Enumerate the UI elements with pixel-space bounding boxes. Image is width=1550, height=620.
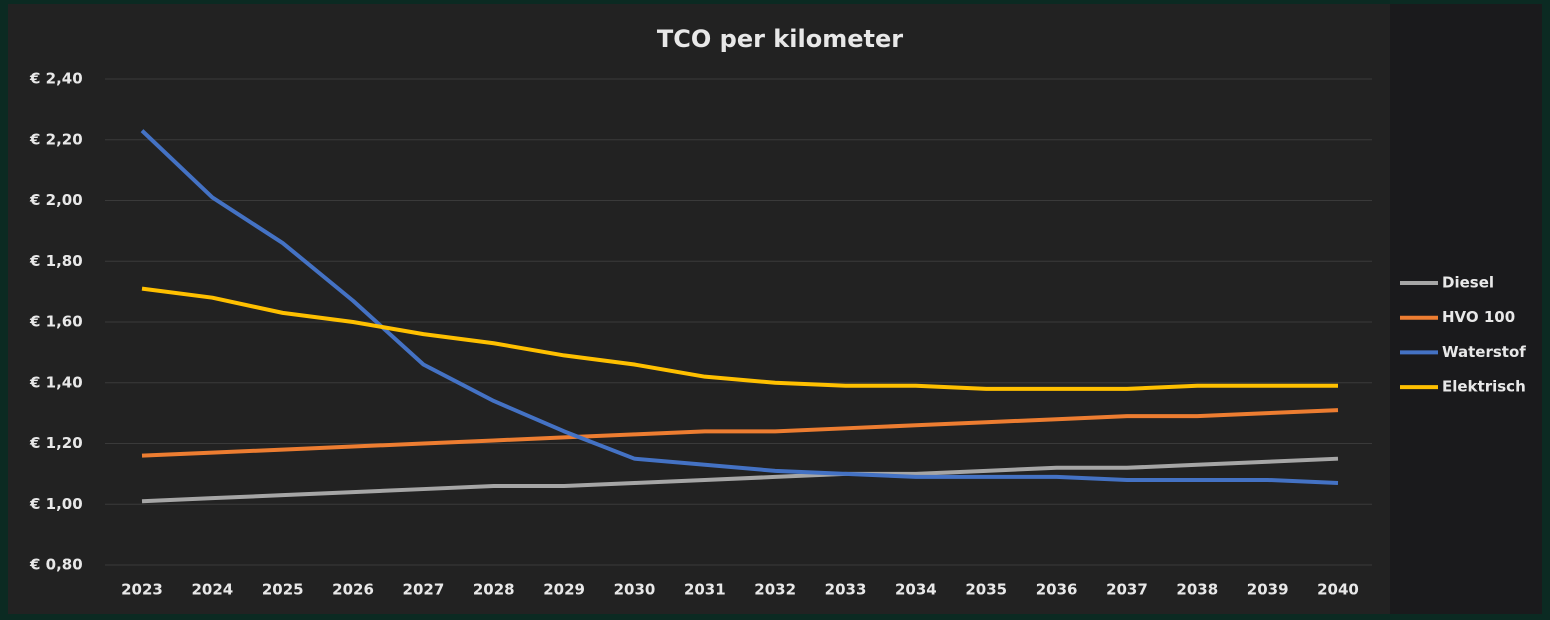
x-tick-label: 2030 (614, 581, 656, 599)
panel (8, 4, 1542, 614)
y-tick-label: € 1,40 (29, 373, 83, 391)
y-tick-label: € 2,00 (29, 191, 83, 209)
series-line (141, 456, 1339, 504)
y-tick-label: € 1,60 (29, 313, 83, 331)
y-tick-label: € 2,20 (29, 130, 83, 148)
x-tick-label: 2038 (1176, 581, 1218, 599)
x-tick-label: 2032 (754, 581, 796, 599)
x-tick-label: 2031 (684, 581, 726, 599)
series-line (140, 129, 1339, 485)
series-line (141, 286, 1338, 391)
legend-label: Waterstof (1442, 343, 1526, 361)
x-tick-label: 2037 (1106, 581, 1148, 599)
y-tick-label: € 1,20 (29, 434, 83, 452)
x-tick-label: 2024 (191, 581, 233, 599)
y-tick-label: € 0,80 (29, 556, 83, 574)
x-tick-label: 2027 (403, 581, 445, 599)
x-tick-label: 2029 (543, 581, 585, 599)
y-tick-label: € 1,00 (29, 495, 83, 513)
x-tick-label: 2034 (895, 581, 937, 599)
legend-label: Elektrisch (1442, 378, 1526, 396)
legend-label: Diesel (1442, 274, 1494, 292)
x-tick-label: 2028 (473, 581, 515, 599)
x-tick-label: 2033 (825, 581, 867, 599)
x-tick-label: 2023 (121, 581, 163, 599)
legend-label: HVO 100 (1442, 308, 1515, 326)
y-tick-label: € 1,80 (29, 252, 83, 270)
x-tick-label: 2039 (1247, 581, 1289, 599)
side-panel (1390, 4, 1542, 614)
chart-title: TCO per kilometer (657, 25, 903, 53)
x-tick-label: 2035 (965, 581, 1007, 599)
x-tick-label: 2025 (262, 581, 304, 599)
y-tick-label: € 2,40 (29, 70, 83, 88)
x-tick-label: 2036 (1036, 581, 1078, 599)
x-tick-label: 2040 (1317, 581, 1359, 599)
x-tick-label: 2026 (332, 581, 374, 599)
series-line (141, 408, 1339, 458)
